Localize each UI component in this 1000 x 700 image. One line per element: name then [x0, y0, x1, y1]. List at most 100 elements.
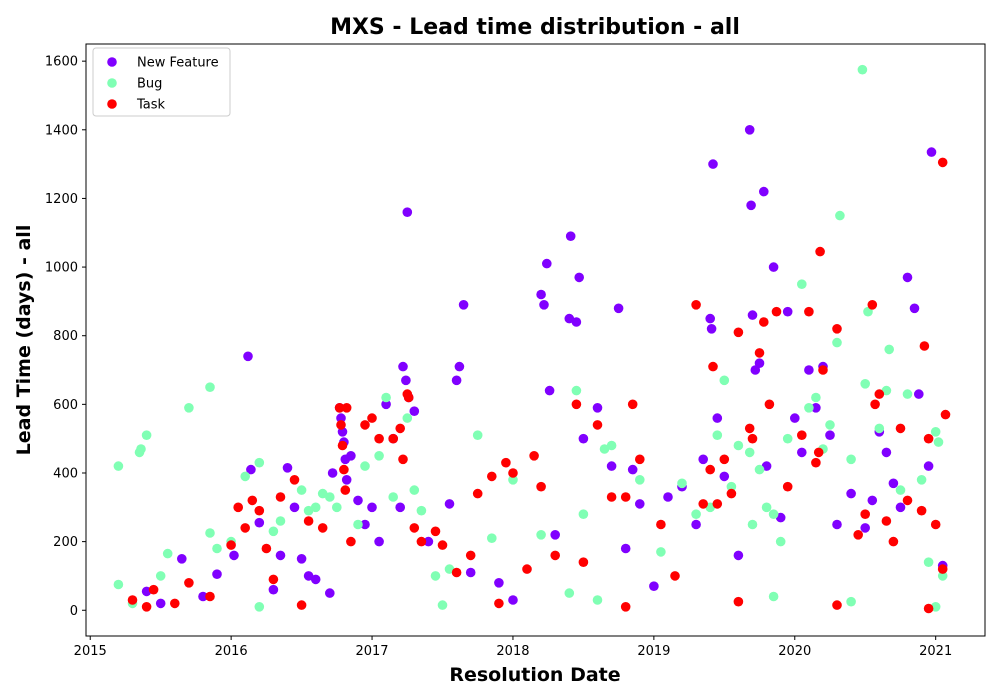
point-2-8 — [247, 495, 258, 506]
point-2-74 — [818, 365, 828, 375]
point-2-44 — [550, 550, 560, 561]
point-0-96 — [902, 272, 913, 283]
point-2-28 — [398, 454, 408, 465]
y-tick-label: 200 — [53, 535, 78, 550]
point-2-5 — [226, 540, 236, 550]
point-1-33 — [487, 533, 497, 543]
point-0-45 — [536, 289, 546, 300]
point-1-54 — [768, 509, 779, 519]
point-0-3 — [198, 591, 208, 602]
point-0-44 — [508, 595, 518, 605]
point-1-8 — [205, 382, 215, 393]
point-0-88 — [832, 519, 842, 530]
point-0-58 — [620, 543, 631, 554]
point-0-51 — [565, 231, 576, 241]
point-0-95 — [895, 502, 906, 513]
point-1-34 — [508, 475, 518, 485]
point-2-33 — [430, 526, 441, 537]
point-2-63 — [747, 433, 758, 444]
point-2-82 — [888, 536, 899, 547]
point-0-60 — [635, 499, 645, 509]
point-2-43 — [536, 481, 546, 492]
point-2-14 — [303, 516, 314, 526]
point-0-80 — [775, 512, 786, 523]
point-2-20 — [340, 485, 351, 495]
point-2-72 — [813, 447, 824, 458]
y-tick-label: 0 — [70, 604, 78, 619]
point-1-29 — [416, 505, 427, 516]
point-2-79 — [870, 399, 880, 410]
point-2-12 — [275, 492, 286, 502]
point-2-88 — [930, 519, 941, 530]
point-2-52 — [656, 519, 666, 530]
point-0-50 — [564, 313, 575, 324]
point-2-24 — [367, 413, 377, 423]
point-0-2 — [177, 554, 187, 564]
point-2-90 — [940, 409, 951, 420]
point-2-3 — [184, 578, 194, 588]
point-0-6 — [243, 351, 253, 362]
point-2-75 — [832, 324, 842, 334]
point-1-59 — [811, 392, 821, 403]
point-0-27 — [367, 502, 377, 513]
point-1-30 — [430, 571, 441, 581]
point-2-4 — [205, 591, 215, 602]
point-1-52 — [754, 464, 765, 475]
point-0-78 — [761, 461, 772, 471]
y-axis-label: Lead Time (days) - all — [13, 225, 35, 456]
point-1-23 — [360, 461, 370, 471]
point-0-13 — [296, 554, 307, 564]
point-0-100 — [926, 147, 937, 157]
point-0-7 — [246, 464, 256, 475]
point-1-80 — [437, 600, 448, 610]
point-2-18 — [337, 440, 348, 451]
point-0-9 — [268, 584, 279, 595]
point-0-65 — [698, 454, 708, 465]
y-tick-label: 400 — [53, 466, 78, 481]
point-1-5 — [155, 571, 166, 581]
point-1-64 — [846, 454, 856, 465]
point-1-57 — [797, 279, 807, 290]
point-0-85 — [811, 403, 821, 413]
point-2-68 — [782, 481, 793, 492]
point-0-67 — [706, 324, 717, 334]
point-1-46 — [712, 430, 723, 441]
point-0-47 — [542, 258, 552, 269]
point-0-32 — [398, 361, 408, 372]
point-1-48 — [726, 481, 737, 492]
point-1-61 — [825, 420, 835, 430]
point-1-75 — [930, 427, 941, 437]
point-2-95 — [620, 602, 631, 612]
point-1-76 — [933, 437, 944, 447]
point-2-67 — [771, 306, 782, 317]
point-0-82 — [790, 413, 800, 423]
point-1-37 — [571, 385, 582, 396]
point-2-87 — [923, 433, 934, 444]
point-0-79 — [768, 262, 779, 272]
point-0-8 — [254, 517, 265, 528]
point-0-76 — [754, 358, 765, 369]
point-2-51 — [635, 454, 645, 465]
point-1-36 — [564, 588, 575, 598]
point-1-58 — [804, 403, 814, 413]
point-1-3 — [136, 444, 146, 454]
point-1-44 — [691, 509, 701, 519]
point-0-61 — [649, 581, 659, 591]
point-2-27 — [395, 423, 406, 434]
point-0-24 — [346, 451, 356, 461]
point-2-65 — [759, 317, 769, 327]
point-2-60 — [726, 488, 737, 499]
point-0-83 — [797, 447, 807, 458]
point-2-45 — [571, 399, 582, 410]
point-2-31 — [409, 523, 420, 533]
point-0-62 — [663, 492, 673, 502]
legend-marker — [107, 57, 117, 67]
point-2-50 — [627, 399, 638, 410]
point-0-81 — [782, 306, 793, 317]
x-tick-label: 2017 — [355, 644, 388, 659]
point-0-89 — [846, 488, 856, 499]
point-2-53 — [670, 571, 680, 581]
point-2-11 — [268, 574, 279, 585]
point-0-40 — [454, 361, 465, 372]
point-0-42 — [465, 567, 476, 578]
